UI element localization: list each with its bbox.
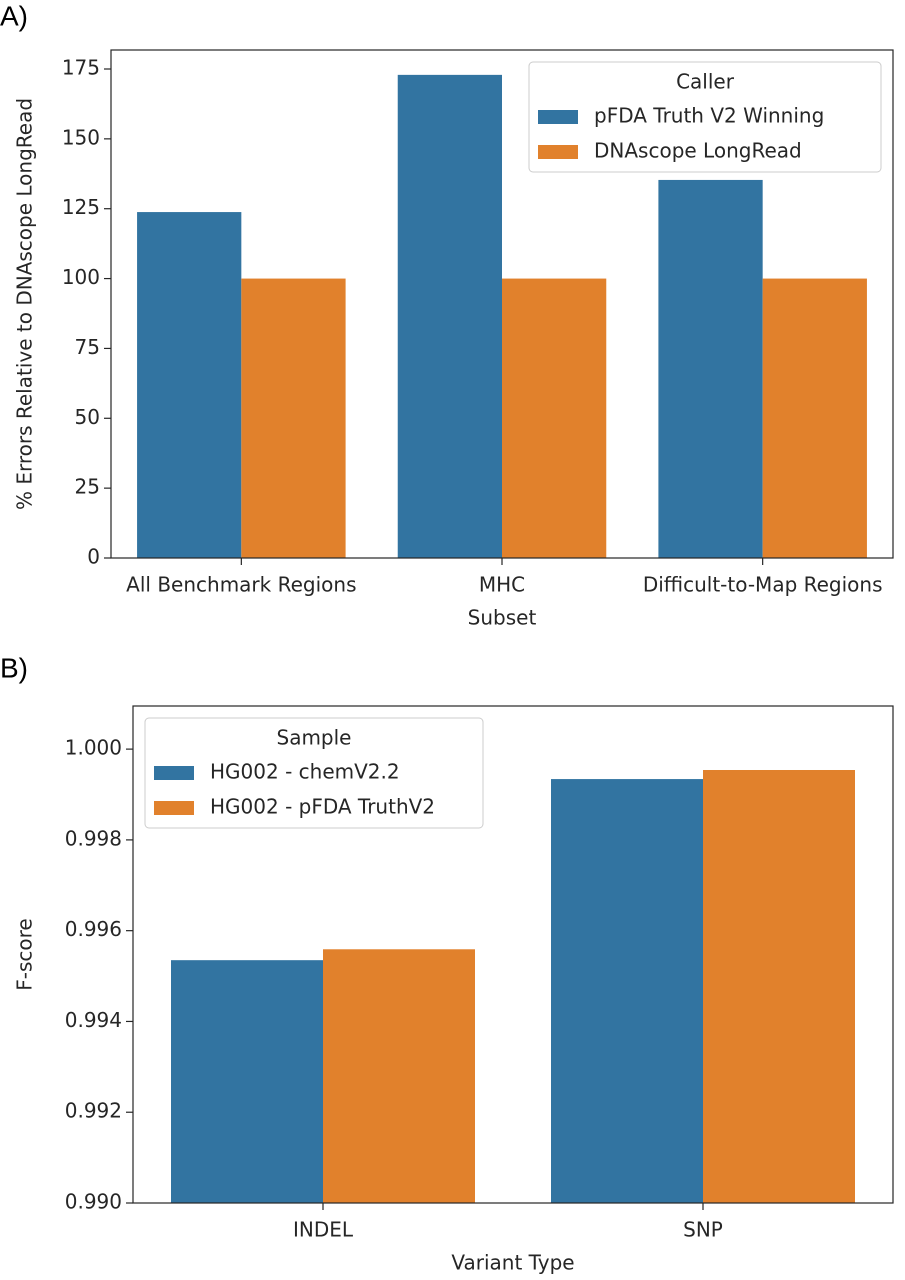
legend-label: DNAscope LongRead [594, 139, 802, 163]
y-tick-label: 0.998 [65, 826, 122, 850]
legend-title: Sample [277, 726, 352, 750]
bar [703, 769, 855, 1203]
bar [241, 278, 346, 558]
y-tick-label: 0.992 [65, 1099, 122, 1123]
legend-swatch [538, 145, 578, 159]
panel-label: B) [0, 652, 28, 683]
bar [502, 278, 607, 558]
legend-box [144, 717, 484, 829]
bar [397, 74, 502, 559]
x-tick-label: All Benchmark Regions [126, 573, 356, 597]
axes-frame [132, 705, 894, 1204]
x-axis-label: Variant Type [451, 1251, 574, 1275]
legend-swatch [154, 766, 194, 780]
bar [171, 960, 323, 1203]
bar [137, 212, 242, 558]
x-tick-label: SNP [683, 1218, 723, 1242]
y-tick-label: 0.990 [65, 1190, 122, 1214]
panel-label: A) [0, 0, 28, 31]
legend-box [528, 61, 882, 173]
y-tick-label: 50 [75, 405, 100, 429]
y-tick-label: 75 [75, 335, 100, 359]
bar [551, 779, 703, 1203]
y-tick-label: 150 [62, 125, 100, 149]
bar [762, 278, 867, 558]
x-tick-label: Difficult-to-Map Regions [643, 573, 883, 597]
y-tick-label: 100 [62, 265, 100, 289]
axes-frame [110, 49, 894, 559]
legend-swatch [538, 110, 578, 124]
y-tick-label: 175 [62, 56, 100, 80]
legend-label: pFDA Truth V2 Winning [594, 104, 824, 128]
legend-label: HG002 - chemV2.2 [210, 760, 400, 784]
y-axis-label: % Errors Relative to DNAscope LongRead [13, 98, 37, 510]
legend-label: HG002 - pFDA TruthV2 [210, 795, 435, 819]
y-axis-label: F-score [13, 918, 37, 990]
y-tick-label: 125 [62, 195, 100, 219]
y-tick-label: 0 [87, 545, 100, 569]
x-tick-label: MHC [479, 573, 525, 597]
y-tick-label: 0.996 [65, 917, 122, 941]
x-axis-label: Subset [468, 606, 537, 630]
y-tick-label: 1.000 [65, 736, 122, 760]
legend-swatch [154, 801, 194, 815]
bar [658, 179, 763, 558]
x-tick-label: INDEL [293, 1218, 354, 1242]
bar [323, 949, 475, 1203]
y-tick-label: 25 [75, 475, 100, 499]
legend-title: Caller [676, 70, 735, 94]
y-tick-label: 0.994 [65, 1008, 122, 1032]
